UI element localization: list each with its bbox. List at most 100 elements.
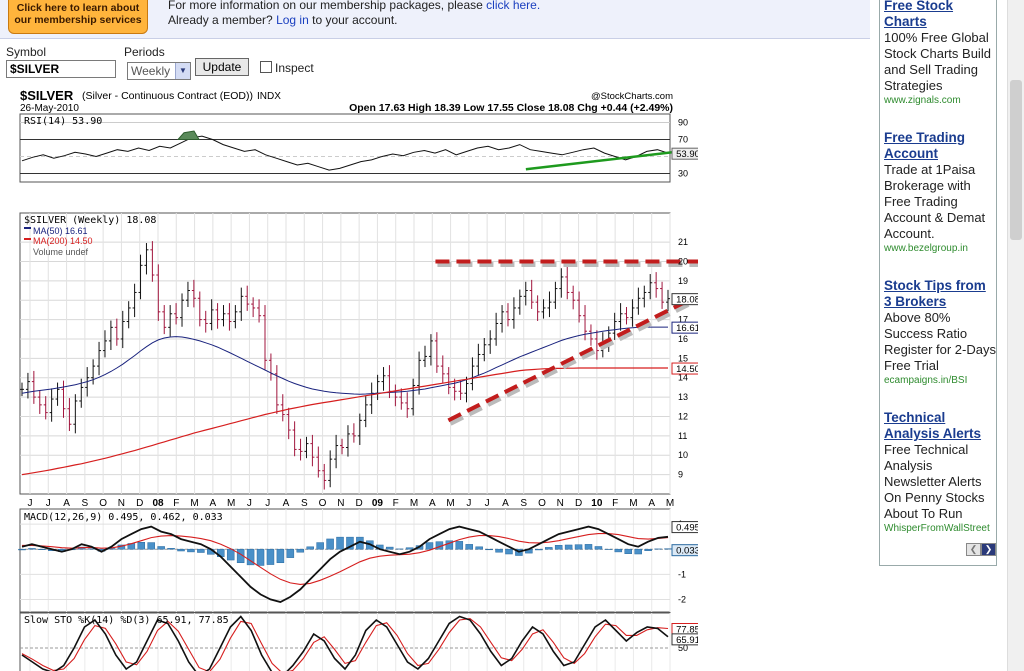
scrollbar-thumb[interactable] [1010, 80, 1022, 240]
ad-4-title[interactable]: Technical Analysis Alerts [884, 410, 982, 441]
macd-hist-tag: 0.033 [676, 546, 698, 557]
macd-histogram-bar [316, 542, 324, 550]
ad-1-url[interactable]: www.zignals.com [884, 95, 961, 106]
x-axis-label: D [136, 498, 143, 509]
login-link[interactable]: Log in [276, 13, 309, 27]
chart-ohlc: Open 17.63 High 18.39 Low 17.55 Close 18… [349, 102, 673, 114]
x-axis-label: F [393, 498, 399, 509]
chevron-down-icon[interactable]: ▼ [175, 63, 190, 79]
chart-gridlines [20, 122, 671, 671]
periods-label: Periods [124, 45, 165, 59]
x-axis-label: M [190, 498, 198, 509]
macd-histogram-bar [405, 547, 414, 550]
sto-layer [21, 615, 669, 671]
x-axis-label: M [446, 498, 454, 509]
macd-signal-line [22, 533, 669, 585]
chart-exchange: INDX [257, 91, 281, 102]
membership-button[interactable]: Click here to learn about our membership… [8, 0, 148, 34]
member-question-text: Already a member? [168, 13, 273, 27]
price-tick-label: 14 [678, 373, 688, 383]
stock-chart[interactable]: $SILVER (Silver - Continuous Contract (E… [18, 86, 698, 671]
periods-selected-value: Weekly [131, 64, 171, 78]
price-tick-label: 13 [678, 392, 688, 402]
macd-histogram-bar [505, 548, 513, 555]
chevron-left-icon[interactable]: ❮ [966, 543, 981, 556]
inspect-checkbox[interactable] [260, 61, 272, 73]
price-tick-label: 15 [678, 353, 688, 363]
x-axis-label: M [227, 498, 235, 509]
chevron-right-icon[interactable]: ❯ [981, 543, 996, 556]
membership-info: For more information on our membership p… [168, 0, 540, 28]
x-axis-label: 10 [591, 498, 603, 509]
macd-histogram-bar [226, 548, 235, 561]
x-axis-label: D [356, 498, 363, 509]
macd-histogram-bar [544, 547, 553, 550]
macd-line [21, 525, 669, 603]
ad-3[interactable]: Stock Tips from 3 Brokers Above 80% Succ… [884, 278, 996, 387]
ad-2-url[interactable]: www.bezelgroup.in [884, 243, 968, 254]
macd-value-tag: 0.495 [676, 523, 698, 534]
macd-histogram-bar [137, 542, 146, 550]
macd-histogram-bar [167, 548, 175, 550]
macd-histogram-bar [147, 542, 155, 550]
ad-3-title[interactable]: Stock Tips from 3 Brokers [884, 278, 986, 309]
membership-click-here-link[interactable]: click here. [486, 0, 541, 12]
ad-3-body: Above 80% Success Ratio Register for 2-D… [884, 310, 996, 373]
x-axis-label: J [46, 498, 51, 509]
x-axis-label: S [520, 498, 527, 509]
sto-label: Slow STO %K(14) %D(3) 65.91, 77.85 [24, 615, 229, 626]
macd-histogram-bar [554, 545, 563, 550]
symbol-input[interactable] [6, 60, 116, 78]
price-tick-label: 17 [678, 315, 688, 325]
macd-value-tag-box [671, 521, 698, 534]
page-scrollbar[interactable] [1007, 0, 1024, 671]
sto-k-tag-box [671, 633, 698, 646]
rsi-tick-label: 70 [678, 135, 688, 145]
x-axis-label: J [485, 498, 490, 509]
ad-1[interactable]: Free Stock Charts 100% Free Global Stock… [884, 0, 996, 107]
x-axis-label: D [575, 498, 582, 509]
close-price-tag: 18.08 [676, 295, 698, 306]
macd-histogram-bar [187, 548, 195, 553]
macd-histogram-bar [584, 544, 593, 550]
price-label: $SILVER (Weekly) 18.08 [24, 215, 156, 226]
ad-2-title[interactable]: Free Trading Account [884, 130, 966, 161]
price-layer [20, 241, 698, 490]
x-axis-label: J [265, 498, 270, 509]
ad-3-url[interactable]: ecampaigns.in/BSI [884, 375, 968, 386]
x-axis-label: N [118, 498, 125, 509]
macd-histogram-bar [296, 548, 305, 553]
macd-histogram-bar [306, 546, 314, 550]
periods-select[interactable]: Weekly ▼ [127, 62, 191, 80]
rsi-line [21, 135, 669, 171]
macd-histogram-bar [614, 548, 623, 553]
member-suffix-text: to your account. [312, 13, 398, 27]
inspect-label: Inspect [275, 61, 314, 75]
x-axis-label: N [557, 498, 564, 509]
update-button[interactable]: Update [195, 58, 249, 76]
macd-histogram-bar [455, 541, 464, 550]
membership-bar: Click here to learn about our membership… [0, 0, 870, 39]
x-axis-label: 08 [152, 498, 164, 509]
x-axis-label: 09 [372, 498, 384, 509]
macd-histogram-bar [18, 548, 26, 551]
ad-1-title[interactable]: Free Stock Charts [884, 0, 954, 29]
ad-4-body: Free Technical Analysis Newsletter Alert… [884, 442, 985, 521]
rsi-value-tag-box [671, 147, 698, 160]
macd-histogram-bar [157, 546, 165, 550]
trendline-shadow-support [449, 296, 698, 426]
close-price-tag-box [671, 293, 698, 306]
macd-histogram-bar [624, 548, 632, 554]
macd-histogram-bar [425, 542, 434, 550]
sto-tick-label: 50 [678, 643, 688, 653]
ad-4[interactable]: Technical Analysis Alerts Free Technical… [884, 410, 996, 535]
ad-2[interactable]: Free Trading Account Trade at 1Paisa Bro… [884, 130, 996, 255]
macd-layer [18, 525, 672, 603]
ad-4-url[interactable]: WhisperFromWallStreet [884, 523, 990, 534]
x-axis-label: A [283, 498, 290, 509]
macd-histogram-bar [634, 548, 642, 555]
support-trendline [447, 293, 698, 423]
macd-histogram-bar [574, 544, 583, 550]
x-axis-label: M [410, 498, 418, 509]
ma50-legend-swatch [24, 227, 31, 229]
